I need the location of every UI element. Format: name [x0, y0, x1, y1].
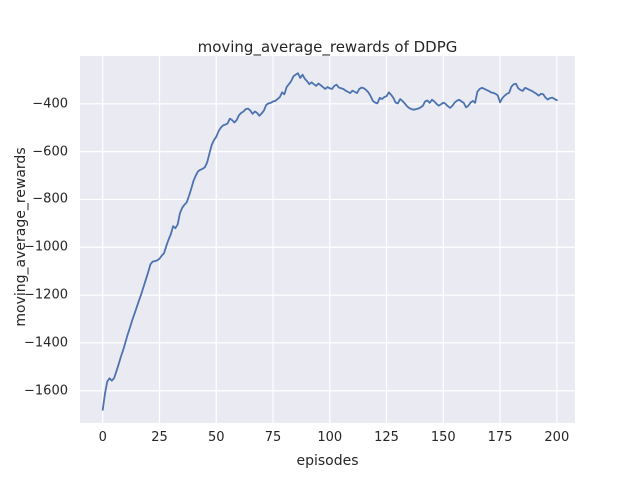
gridlines [80, 56, 575, 423]
x-axis-label: episodes [296, 453, 359, 469]
y-tick-label: −1400 [24, 335, 68, 351]
x-tick-label: 50 [207, 430, 225, 445]
plot-area [80, 56, 575, 423]
x-tick-label: 100 [317, 430, 343, 445]
reward-series-line [101, 72, 558, 411]
y-tick-label: −800 [32, 191, 68, 207]
x-tick-label: 150 [430, 430, 456, 445]
ddpg-reward-line [101, 72, 558, 411]
y-tick-label: −400 [32, 96, 68, 112]
y-tick-label: −1000 [24, 239, 68, 255]
x-tick-label: 25 [151, 430, 168, 445]
x-tick-label: 0 [98, 430, 107, 445]
x-tick-label: 200 [544, 430, 570, 445]
y-tick-label: −1200 [24, 287, 68, 303]
x-tick-label: 75 [264, 430, 282, 445]
y-tick-label: −600 [32, 144, 68, 160]
chart-title: moving_average_rewards of DDPG [197, 38, 458, 56]
y-tick-label: −1600 [24, 383, 68, 399]
x-tick-label: 125 [374, 430, 399, 445]
x-tick-label: 175 [487, 430, 513, 445]
